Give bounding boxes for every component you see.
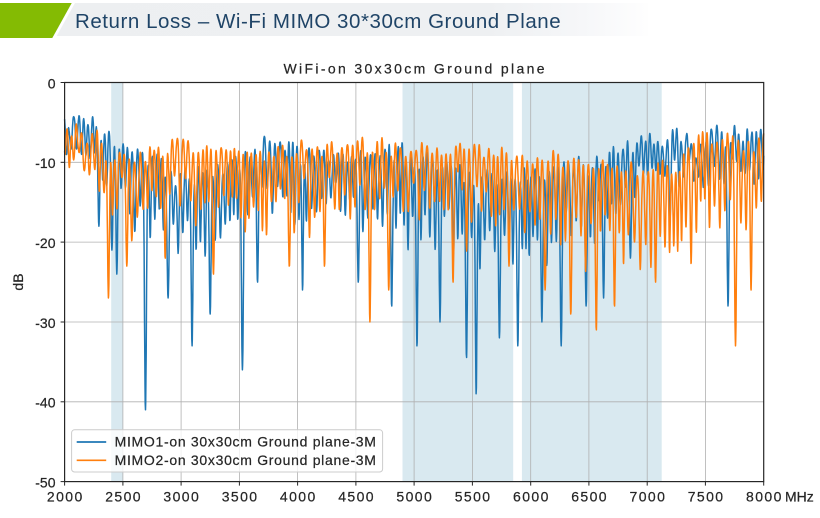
svg-text:4000: 4000 [280, 489, 317, 505]
svg-text:dB: dB [10, 273, 26, 290]
svg-text:2500: 2500 [105, 489, 142, 505]
svg-text:6000: 6000 [513, 489, 550, 505]
svg-text:7500: 7500 [688, 489, 725, 505]
svg-text:5500: 5500 [455, 489, 492, 505]
svg-text:-10: -10 [35, 155, 55, 171]
svg-text:6500: 6500 [571, 489, 608, 505]
svg-text:-20: -20 [35, 235, 55, 251]
svg-text:0: 0 [48, 75, 56, 91]
svg-text:2000: 2000 [47, 489, 84, 505]
svg-text:-50: -50 [35, 474, 55, 490]
svg-text:WiFi-on 30x30cm Ground plane: WiFi-on 30x30cm Ground plane [283, 61, 546, 77]
svg-text:MIMO1-on 30x30cm Ground plane-: MIMO1-on 30x30cm Ground plane-3M [115, 434, 377, 450]
svg-text:8000: 8000 [746, 489, 783, 505]
svg-text:MHz: MHz [785, 489, 814, 505]
svg-text:3000: 3000 [163, 489, 200, 505]
svg-text:-30: -30 [35, 315, 55, 331]
svg-text:4500: 4500 [338, 489, 375, 505]
svg-text:7000: 7000 [630, 489, 667, 505]
svg-text:MIMO2-on 30x30cm Ground plane-: MIMO2-on 30x30cm Ground plane-3M [115, 452, 377, 468]
svg-text:5000: 5000 [396, 489, 433, 505]
svg-text:-40: -40 [35, 395, 55, 411]
svg-text:3500: 3500 [222, 489, 259, 505]
